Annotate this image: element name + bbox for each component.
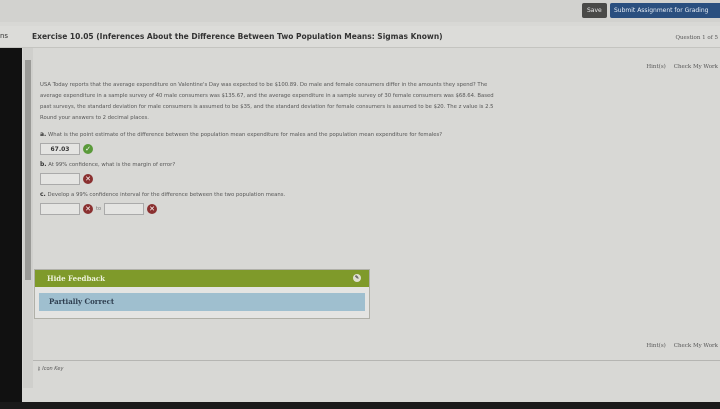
question-c-text: Develop a 99% confidence interval for th… (47, 192, 286, 198)
page-title: Exercise 10.05 (Inferences About the Dif… (32, 32, 443, 41)
rounding-instruction: Round your answers to 2 decimal places. (40, 115, 149, 121)
key-icon: ⚷ (37, 366, 41, 372)
left-edge (0, 48, 22, 402)
feedback-status: Partially Correct (39, 293, 365, 311)
top-toolbar: Save Submit Assignment for Grading (0, 0, 720, 22)
hide-feedback-toggle[interactable]: Hide Feedback ✎ (35, 270, 369, 287)
answer-b-input[interactable] (40, 173, 80, 185)
icon-key-label: Icon Key (42, 366, 64, 372)
title-bar: ns Exercise 10.05 (Inferences About the … (0, 26, 720, 48)
check-icon: ✓ (83, 144, 93, 154)
problem-line-1: USA Today reports that the average expen… (40, 82, 488, 88)
scrollbar-thumb[interactable] (25, 60, 31, 280)
problem-line-3: past surveys, the standard deviation for… (40, 104, 494, 110)
x-icon: ✕ (83, 204, 93, 214)
question-b-label: b. (40, 161, 47, 168)
x-icon: ✕ (147, 204, 158, 214)
divider (33, 360, 720, 361)
question-a-label: a. (40, 131, 47, 138)
scrollbar[interactable] (23, 48, 33, 388)
pencil-icon[interactable]: ✎ (353, 274, 361, 282)
question-b: b. At 99% confidence, what is the margin… (40, 159, 720, 171)
submit-assignment-button[interactable]: Submit Assignment for Grading (610, 3, 720, 18)
to-label: to (96, 205, 102, 212)
check-my-work-link[interactable]: Check My Work (673, 64, 718, 70)
hints-link[interactable]: Hint(s) (646, 64, 666, 70)
bottom-links: Hint(s) Check My Work (638, 343, 718, 349)
save-button[interactable]: Save (582, 3, 607, 18)
question-number: Question 1 of 5 (675, 35, 718, 41)
question-c: c. Develop a 99% confidence interval for… (40, 189, 720, 201)
hide-feedback-label: Hide Feedback (47, 274, 105, 283)
answer-c-lower-input[interactable] (40, 203, 80, 215)
check-my-work-link[interactable]: Check My Work (673, 343, 718, 349)
question-a-text: What is the point estimate of the differ… (48, 132, 443, 138)
answer-c-upper-input[interactable] (104, 203, 145, 215)
icon-key-link[interactable]: ⚷ Icon Key (37, 366, 63, 372)
tab-fragment[interactable]: ns (0, 32, 9, 40)
x-icon: ✕ (83, 174, 93, 184)
question-c-label: c. (40, 191, 46, 198)
problem-line-2: average expenditure in a sample survey o… (40, 93, 494, 99)
top-links: Hint(s) Check My Work (638, 64, 718, 70)
answer-a-input[interactable]: 67.03 (40, 143, 80, 155)
question-a: a. What is the point estimate of the dif… (40, 129, 720, 141)
feedback-panel: Hide Feedback ✎ Partially Correct (34, 269, 370, 319)
hints-link[interactable]: Hint(s) (646, 343, 666, 349)
question-b-text: At 99% confidence, what is the margin of… (48, 162, 176, 168)
question-content: USA Today reports that the average expen… (40, 80, 720, 219)
